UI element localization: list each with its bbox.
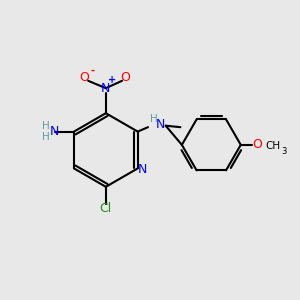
Text: N: N <box>156 118 165 131</box>
Text: H: H <box>150 114 158 124</box>
Text: 3: 3 <box>282 147 287 156</box>
Text: N: N <box>50 125 59 138</box>
Text: +: + <box>108 75 116 85</box>
Text: N: N <box>137 164 147 176</box>
Text: Cl: Cl <box>100 202 112 215</box>
Text: O: O <box>120 71 130 84</box>
Text: N: N <box>101 82 110 95</box>
Text: CH: CH <box>266 141 281 151</box>
Text: H: H <box>42 121 50 131</box>
Text: -: - <box>91 65 94 76</box>
Text: O: O <box>252 138 262 151</box>
Text: H: H <box>42 132 50 142</box>
Text: O: O <box>79 71 89 84</box>
